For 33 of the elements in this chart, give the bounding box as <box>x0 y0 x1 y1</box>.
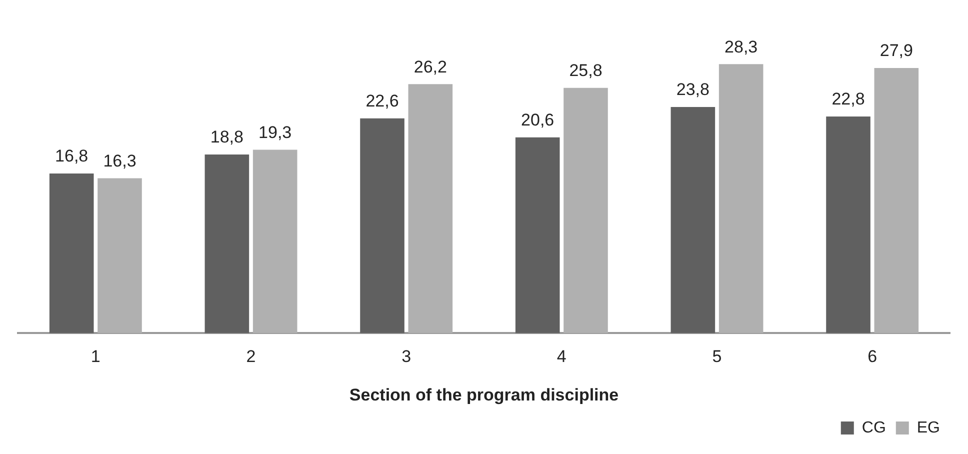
bar <box>826 116 870 334</box>
data-label: 23,8 <box>676 80 710 100</box>
bar <box>670 106 716 334</box>
data-label: 25,8 <box>569 61 602 80</box>
bar <box>252 150 298 334</box>
bar <box>515 137 560 334</box>
bar <box>49 173 94 334</box>
data-label: 18,8 <box>210 128 244 147</box>
x-tick-label: 3 <box>402 347 412 366</box>
x-tick-label: 6 <box>868 347 878 366</box>
bar <box>98 178 142 334</box>
x-tick-label: 2 <box>246 347 256 366</box>
x-axis-title: Section of the program discipline <box>349 385 619 404</box>
bar <box>564 88 608 334</box>
data-label: 16,3 <box>103 151 136 170</box>
data-label: 27,9 <box>880 41 913 60</box>
x-tick-label: 4 <box>556 347 566 366</box>
data-label: 22,6 <box>366 92 399 111</box>
data-label: 16,8 <box>55 146 88 166</box>
legend-label: CG <box>862 419 886 436</box>
data-label: 20,6 <box>521 110 554 130</box>
bar <box>408 84 453 334</box>
bar <box>360 118 404 334</box>
data-label: 19,3 <box>258 122 292 142</box>
bar <box>874 68 919 334</box>
bar <box>204 154 250 334</box>
legend-label: EG <box>916 419 940 436</box>
data-label: 28,3 <box>724 37 758 56</box>
data-label: 26,2 <box>414 57 447 76</box>
x-tick-label: 5 <box>712 347 722 366</box>
data-label: 22,8 <box>832 90 865 109</box>
x-tick-label: 1 <box>90 347 100 366</box>
bar <box>718 64 764 334</box>
